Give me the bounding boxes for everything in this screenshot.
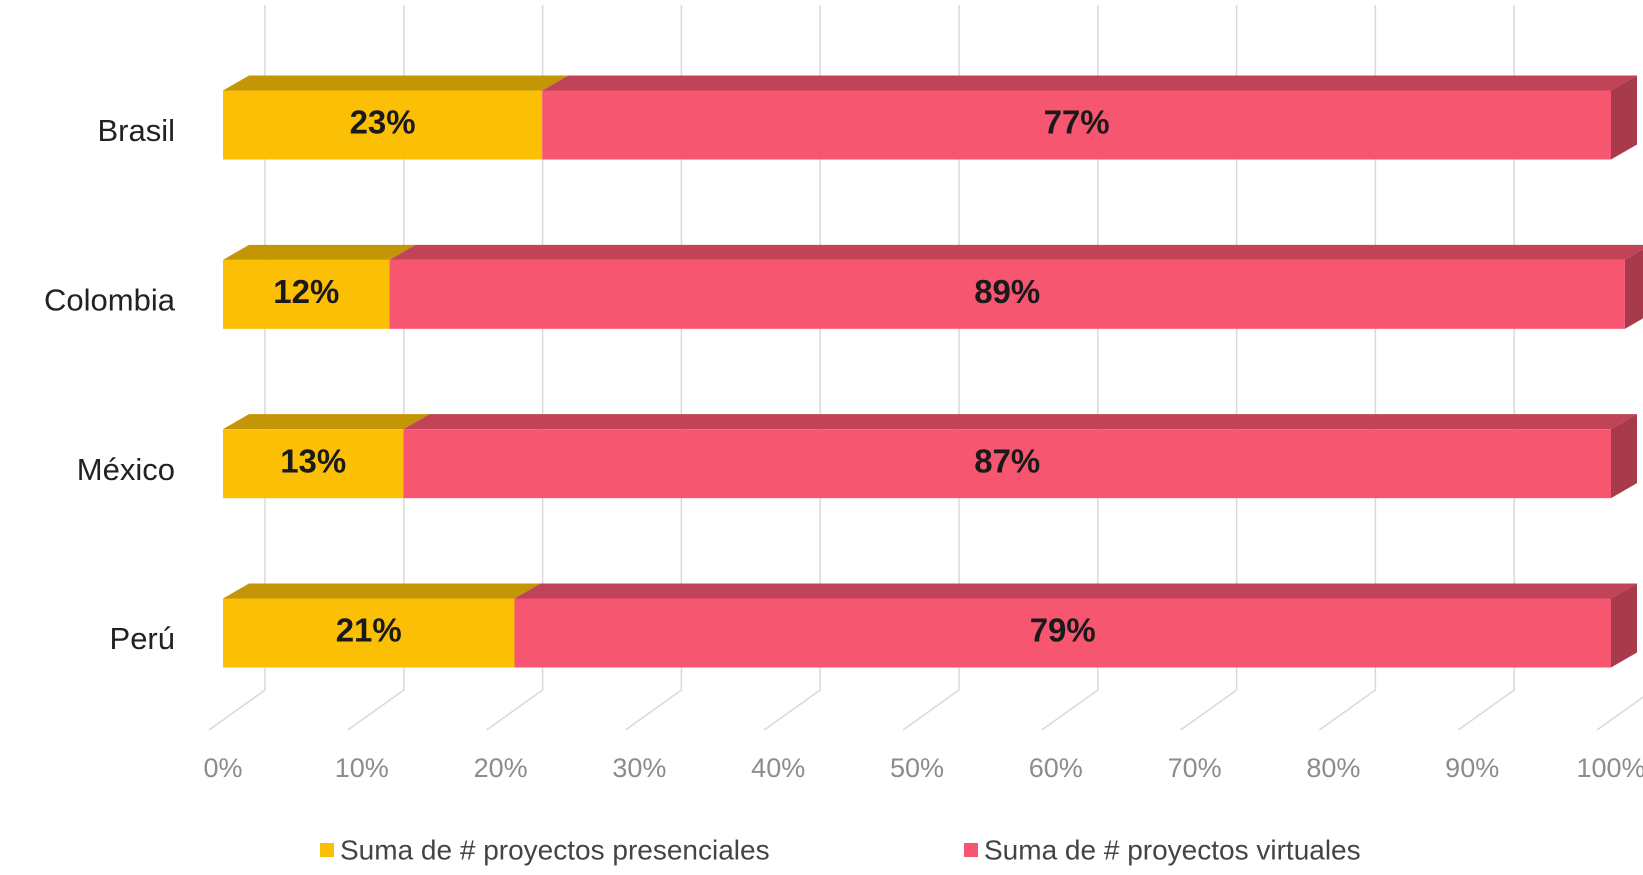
category-label: Perú (110, 621, 175, 656)
data-label: 87% (974, 442, 1040, 479)
grid-line (763, 5, 821, 731)
bar-side (1611, 414, 1637, 499)
bar-side (1611, 75, 1637, 160)
bar (223, 429, 404, 499)
bar (223, 259, 390, 329)
x-tick-label: 80% (1306, 753, 1360, 783)
grid-line (1318, 5, 1377, 731)
data-label: 13% (280, 442, 346, 479)
grid-line (1596, 696, 1643, 731)
category-label: Colombia (44, 283, 176, 318)
grid-line (208, 5, 266, 731)
legend-swatch (964, 843, 978, 857)
bar-top (223, 414, 430, 430)
grid-line (902, 5, 960, 731)
grid-line (347, 5, 405, 731)
bar-top (223, 583, 541, 599)
data-label: 23% (350, 104, 416, 141)
bar-top (389, 244, 1643, 260)
x-tick-label: 90% (1445, 753, 1499, 783)
bar (223, 598, 515, 668)
legend-swatch (320, 843, 334, 857)
bar-top (403, 414, 1638, 430)
category-label: Brasil (97, 113, 175, 148)
bar-top (223, 244, 416, 260)
grid-line (1041, 5, 1099, 731)
bar-top (514, 583, 1637, 599)
x-tick-label: 60% (1029, 753, 1083, 783)
x-tick-label: 50% (890, 753, 944, 783)
grid-line (1180, 5, 1238, 731)
x-tick-label: 10% (335, 753, 389, 783)
data-label: 12% (273, 273, 339, 310)
x-tick-label: 40% (751, 753, 805, 783)
category-label: México (77, 452, 175, 487)
bar (389, 259, 1625, 329)
legend-label: Suma de # proyectos presenciales (340, 834, 770, 865)
grid-line (486, 5, 544, 731)
bar (403, 429, 1612, 499)
bar (223, 90, 543, 160)
bar-side (1611, 583, 1637, 668)
grid-line (1457, 5, 1515, 731)
grid-line (624, 5, 683, 731)
data-label: 79% (1030, 612, 1096, 649)
data-label: 77% (1044, 104, 1110, 141)
x-tick-label: 70% (1168, 753, 1222, 783)
x-tick-label: 20% (474, 753, 528, 783)
bar-top (223, 75, 569, 91)
bar-side (1624, 249, 1643, 329)
data-label: 89% (974, 273, 1040, 310)
legend-label: Suma de # proyectos virtuales (984, 834, 1361, 865)
bar-top (542, 75, 1637, 91)
x-tick-label: 0% (203, 753, 242, 783)
data-label: 21% (336, 612, 402, 649)
x-tick-label: 100% (1576, 753, 1643, 783)
bar (542, 90, 1611, 160)
x-tick-label: 30% (612, 753, 666, 783)
bar (514, 598, 1611, 668)
